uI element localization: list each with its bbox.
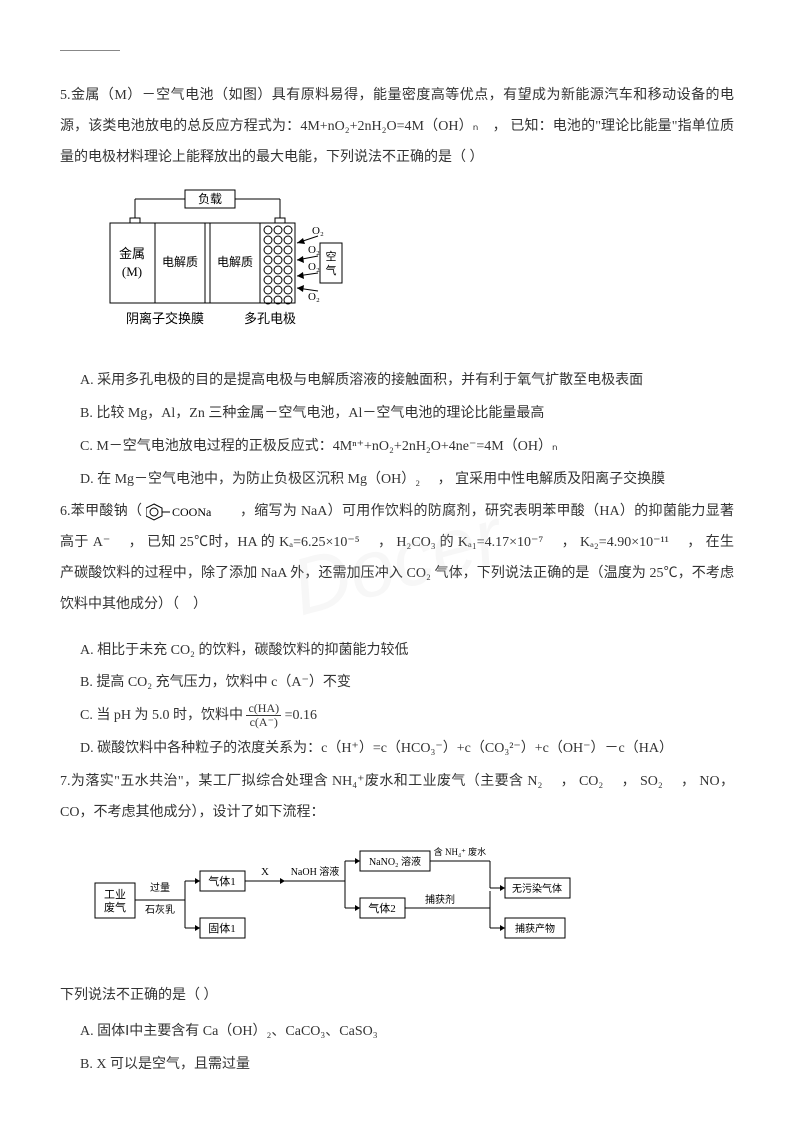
svg-text:废气: 废气 — [104, 900, 126, 914]
q7-flow-diagram: 工业 废气 过量 石灰乳 气体1 固体1 X NaOH 溶液 Na — [90, 843, 734, 966]
svg-text:无污染气体: 无污染气体 — [512, 882, 562, 895]
flow-svg: 工业 废气 过量 石灰乳 气体1 固体1 X NaOH 溶液 Na — [90, 843, 590, 953]
q6-fraction: c(HA) c(A⁻) — [246, 702, 281, 729]
svg-text:气体2: 气体2 — [368, 901, 396, 915]
svg-text:工业: 工业 — [104, 888, 126, 901]
q6-optc-post: =0.16 — [285, 708, 317, 723]
q7-intro: 7.为落实"五水共治"，某工厂拟综合处理含 NH₄⁺废水和工业废气（主要含 N₂… — [60, 767, 734, 829]
q6-option-b: B. 提高 CO₂ 充气压力，饮料中 c（A⁻）不变 — [60, 668, 734, 699]
q6-option-d: D. 碳酸饮料中各种粒子的浓度关系为：c（H⁺）=c（HCO₃⁻）+c（CO₃²… — [60, 734, 734, 765]
svg-text:O₂: O₂ — [312, 225, 324, 237]
svg-text:石灰乳: 石灰乳 — [145, 903, 175, 916]
svg-text:X: X — [261, 866, 269, 878]
q5-intro: 5.金属（M）－空气电池（如图）具有原料易得，能量密度高等优点，有望成为新能源汽… — [60, 81, 734, 173]
q6-optc-pre: C. 当 pH 为 5.0 时，饮料中 — [80, 708, 243, 723]
svg-text:电解质: 电解质 — [162, 255, 198, 269]
svg-text:阴离子交换膜: 阴离子交换膜 — [126, 311, 204, 326]
svg-text:过量: 过量 — [150, 881, 170, 894]
q7-option-a: A. 固体Ⅰ中主要含有 Ca（OH）₂、CaCO₃、CaSO₃ — [60, 1017, 734, 1048]
q5-battery-diagram: 负载 金属 (M) 电解质 电解质 — [90, 188, 734, 351]
svg-text:NaNO₂ 溶液: NaNO₂ 溶液 — [369, 855, 421, 868]
svg-text:电解质: 电解质 — [217, 255, 253, 269]
q7-prompt: 下列说法不正确的是（ ） — [60, 981, 734, 1012]
coona-structure-icon: COONa — [146, 500, 236, 524]
svg-text:气体1: 气体1 — [208, 874, 236, 888]
q6-frac-num: c(HA) — [246, 702, 281, 716]
svg-text:O₂: O₂ — [308, 244, 320, 256]
q5-option-b: B. 比较 Mg，Al，Zn 三种金属－空气电池，Al－空气电池的理论比能量最高 — [60, 399, 734, 430]
svg-text:负载: 负载 — [198, 192, 222, 206]
q6-option-c: C. 当 pH 为 5.0 时，饮料中 c(HA) c(A⁻) =0.16 — [60, 701, 734, 732]
q5-option-c: C. M－空气电池放电过程的正极反应式：4Mⁿ⁺+nO₂+2nH₂O+4ne⁻=… — [60, 432, 734, 463]
svg-text:含 NH₄⁺ 废水: 含 NH₄⁺ 废水 — [434, 846, 486, 857]
q7-option-b: B. X 可以是空气，且需过量 — [60, 1050, 734, 1081]
q6-frac-den: c(A⁻) — [246, 716, 281, 729]
q5-option-d: D. 在 Mg－空气电池中，为防止负极区沉积 Mg（OH）₂ ， 宜采用中性电解… — [60, 465, 734, 496]
svg-text:COONa: COONa — [172, 505, 212, 519]
q6-intro: 6.苯甲酸钠（ COONa ，缩写为 NaA）可用作饮料的防腐剂，研究表明苯甲酸… — [60, 497, 734, 620]
q5-option-a: A. 采用多孔电极的目的是提高电极与电解质溶液的接触面积，并有利于氧气扩散至电极… — [60, 366, 734, 397]
svg-text:多孔电极: 多孔电极 — [244, 311, 296, 326]
q6-intro-part1: 6.苯甲酸钠（ — [60, 504, 142, 519]
svg-text:金属: 金属 — [119, 246, 145, 261]
svg-text:气: 气 — [326, 263, 337, 277]
svg-text:O₂: O₂ — [308, 261, 320, 273]
svg-text:捕获产物: 捕获产物 — [515, 922, 555, 935]
battery-svg: 负载 金属 (M) 电解质 电解质 — [90, 188, 350, 338]
svg-text:(M): (M) — [122, 264, 142, 279]
page-top-rule — [60, 50, 120, 51]
svg-text:空: 空 — [326, 249, 337, 263]
svg-text:固体1: 固体1 — [208, 921, 236, 935]
q6-option-a: A. 相比于未充 CO₂ 的饮料，碳酸饮料的抑菌能力较低 — [60, 636, 734, 667]
svg-text:O₂: O₂ — [308, 291, 320, 303]
svg-text:NaOH 溶液: NaOH 溶液 — [291, 865, 340, 878]
svg-text:捕获剂: 捕获剂 — [425, 893, 455, 906]
